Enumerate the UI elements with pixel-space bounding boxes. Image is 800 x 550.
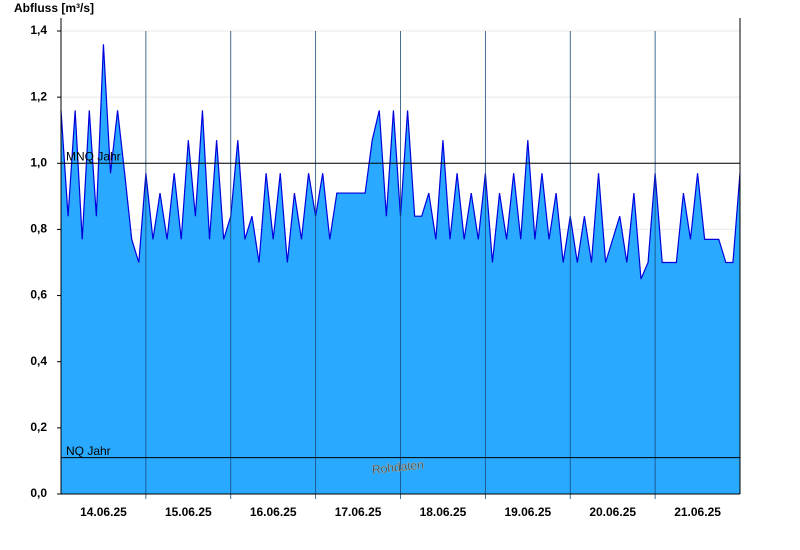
y-tick-label: 0,6 <box>30 288 47 302</box>
y-tick-label: 0,2 <box>30 420 47 434</box>
y-tick-label: 0,0 <box>30 486 47 500</box>
y-tick-label: 1,4 <box>30 23 47 37</box>
y-tick-label: 1,2 <box>30 89 47 103</box>
x-tick-label: 20.06.25 <box>589 505 636 519</box>
y-tick-label: 0,4 <box>30 354 47 368</box>
annotation: Rohdaten <box>371 457 424 476</box>
y-tick-label: 1,0 <box>30 155 47 169</box>
x-tick-label: 16.06.25 <box>250 505 297 519</box>
reference-label: MNQ Jahr <box>66 149 121 163</box>
x-tick-label: 14.06.25 <box>80 505 127 519</box>
x-tick-label: 15.06.25 <box>165 505 212 519</box>
x-tick-label: 19.06.25 <box>504 505 551 519</box>
x-tick-label: 21.06.25 <box>674 505 721 519</box>
y-axis-title: Abfluss [m³/s] <box>14 1 94 15</box>
y-tick-label: 0,8 <box>30 222 47 236</box>
x-tick-label: 18.06.25 <box>420 505 467 519</box>
reference-label: NQ Jahr <box>66 444 111 458</box>
x-tick-label: 17.06.25 <box>335 505 382 519</box>
